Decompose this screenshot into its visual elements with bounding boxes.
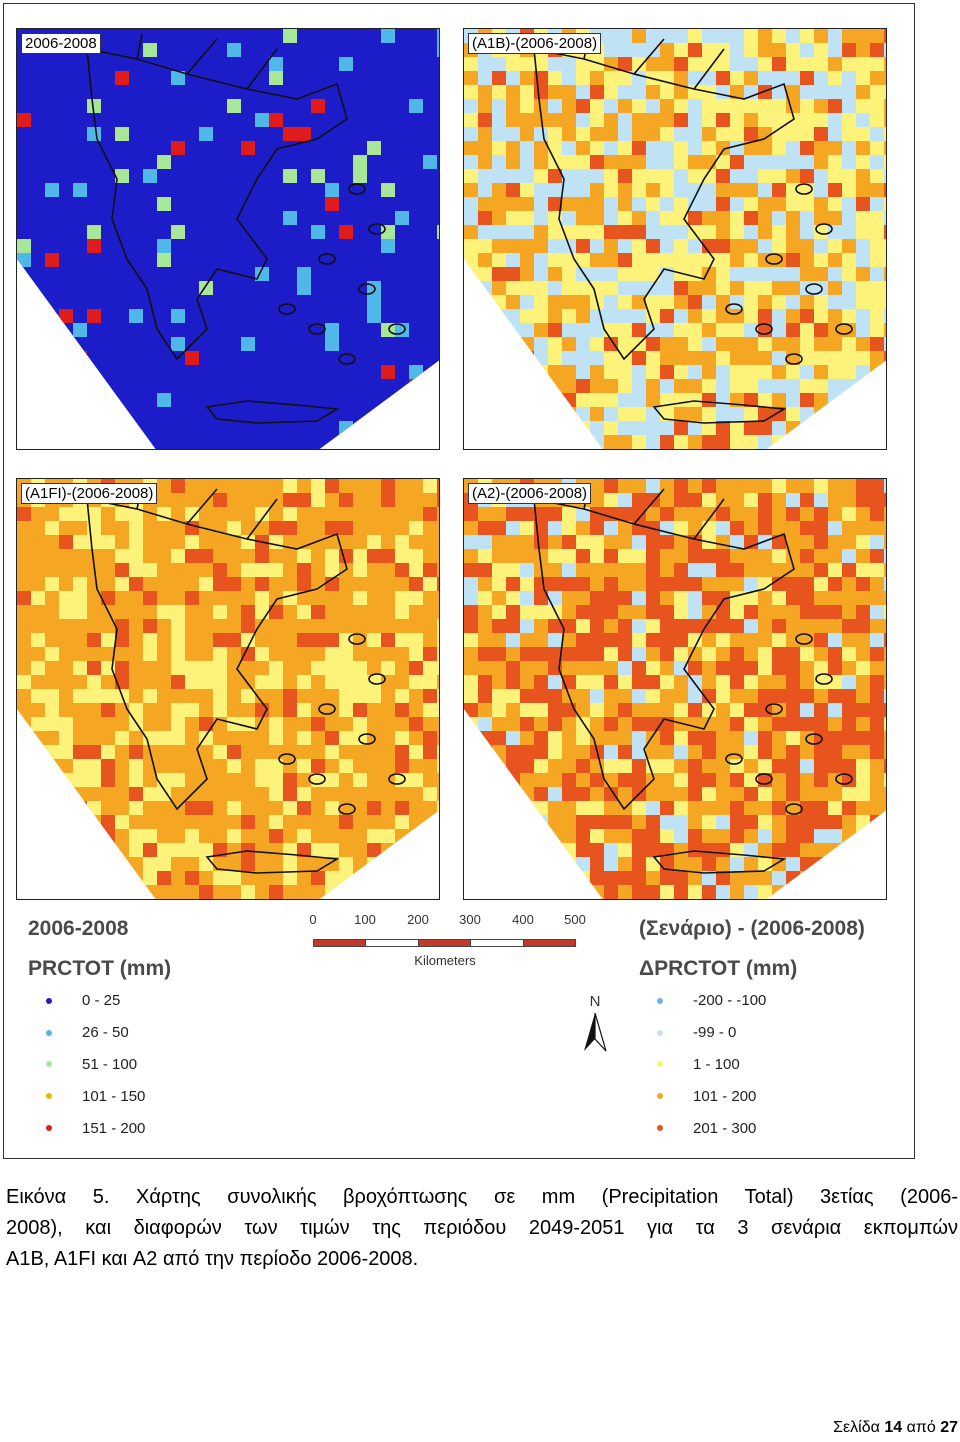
north-letter: N — [589, 993, 601, 1010]
scale-segment — [470, 939, 524, 947]
scale-tick: 400 — [512, 912, 534, 927]
legend-label: 151 - 200 — [82, 1119, 146, 1137]
legend-label: 1 - 100 — [693, 1055, 740, 1073]
footer-middle: από — [902, 1419, 941, 1436]
caption-line: 2008), και διαφορών των τιμών της περιόδ… — [6, 1217, 958, 1239]
footer-prefix: Σελίδα — [833, 1419, 885, 1436]
legend-right-subtitle: ΔPRCTOT (mm) — [639, 957, 798, 980]
legend-label: 101 - 150 — [82, 1087, 146, 1105]
caption-line: A1B, A1FI και A2 από την περίοδο 2006-20… — [6, 1248, 419, 1270]
legend-right-list: -200 - -100 -99 - 0 1 - 100 101 - 200 20… — [657, 985, 766, 1144]
scale-tick: 200 — [407, 912, 429, 927]
north-arrow-icon: N — [580, 993, 610, 1057]
legend-swatch — [46, 997, 52, 1004]
legend-swatch — [46, 1061, 52, 1068]
page-total: 27 — [940, 1419, 958, 1436]
panel-label: (A2)-(2006-2008) — [468, 483, 592, 504]
legend-swatch — [46, 1093, 52, 1100]
legend-left-subtitle: PRCTOT (mm) — [28, 957, 172, 980]
legend-item: 101 - 200 — [657, 1080, 766, 1112]
legend-label: 101 - 200 — [693, 1087, 757, 1105]
caption-line: Εικόνα 5. Χάρτης συνολικής βροχόπτωσης σ… — [6, 1186, 958, 1208]
legend-swatch — [46, 1029, 52, 1036]
legend-label: 26 - 50 — [82, 1024, 129, 1042]
page-number: 14 — [884, 1419, 903, 1436]
panel-label: 2006-2008 — [21, 33, 101, 54]
legend-item: 201 - 300 — [657, 1112, 766, 1144]
legend-swatch — [657, 1029, 663, 1036]
map-panel-a1fi: (A1FI)-(2006-2008) — [16, 478, 440, 900]
data-footprint — [464, 479, 886, 899]
legend-swatch — [657, 1093, 663, 1100]
data-footprint — [464, 29, 886, 449]
scale-tick: 0 — [309, 912, 317, 927]
data-footprint — [17, 29, 439, 449]
page-footer: Σελίδα 14 από 27 — [833, 1419, 958, 1437]
figure-caption: Εικόνα 5. Χάρτης συνολικής βροχόπτωσης σ… — [6, 1182, 958, 1275]
legend-swatch — [657, 997, 663, 1004]
scale-segment — [523, 939, 576, 947]
map-canvas — [17, 479, 439, 899]
legend-right-title: (Σενάριο) - (2006-2008) — [639, 917, 865, 940]
legend-label: -200 - -100 — [693, 992, 767, 1010]
panel-label: (A1B)-(2006-2008) — [468, 33, 602, 54]
legend-item: 51 - 100 — [46, 1049, 145, 1081]
scale-tick: 500 — [564, 912, 586, 927]
legend-label: 51 - 100 — [82, 1055, 138, 1073]
scale-segment — [418, 939, 471, 947]
legend-swatch — [657, 1061, 663, 1068]
legend-left-list: 0 - 25 26 - 50 51 - 100 101 - 150 151 - … — [46, 985, 145, 1144]
map-panel-a2: (A2)-(2006-2008) — [463, 478, 887, 900]
legend-label: 0 - 25 — [82, 992, 121, 1010]
map-canvas — [464, 29, 886, 449]
scale-tick: 100 — [354, 912, 376, 927]
legend-label: 201 - 300 — [693, 1119, 757, 1137]
legend-item: 1 - 100 — [657, 1049, 766, 1081]
map-canvas — [17, 29, 439, 449]
legend-item: 0 - 25 — [46, 985, 145, 1017]
data-footprint — [17, 479, 439, 899]
legend-item: 26 - 50 — [46, 1017, 145, 1049]
panel-label: (A1FI)-(2006-2008) — [21, 483, 158, 504]
legend-item: -99 - 0 — [657, 1017, 766, 1049]
legend-swatch — [46, 1125, 52, 1132]
map-panel-baseline: 2006-2008 — [16, 28, 440, 450]
scale-bar: 0 100 200 300 400 500 Kilometers — [305, 912, 595, 972]
legend-item: 101 - 150 — [46, 1080, 145, 1112]
map-canvas — [464, 479, 886, 899]
scale-segment — [365, 939, 419, 947]
legend-label: -99 - 0 — [693, 1024, 737, 1042]
legend-swatch — [657, 1125, 663, 1132]
scale-unit: Kilometers — [414, 953, 476, 968]
map-panel-a1b: (A1B)-(2006-2008) — [463, 28, 887, 450]
legend-item: -200 - -100 — [657, 985, 766, 1017]
scale-tick: 300 — [459, 912, 481, 927]
legend-item: 151 - 200 — [46, 1112, 145, 1144]
scale-segment — [313, 939, 366, 947]
north-arrow-glyph — [584, 1012, 607, 1052]
legend-left-title: 2006-2008 — [28, 917, 129, 940]
